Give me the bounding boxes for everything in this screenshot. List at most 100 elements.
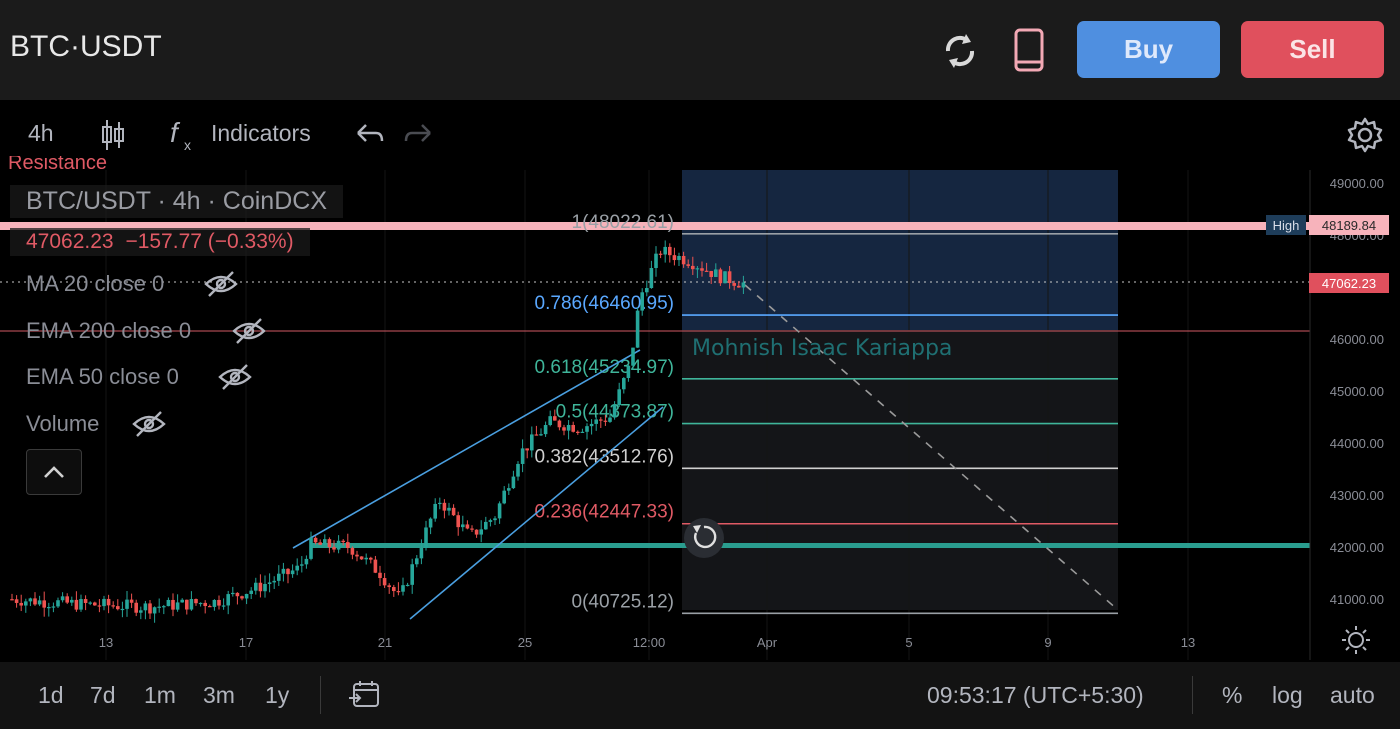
candle-body bbox=[129, 599, 134, 603]
fib-level-label: 0.618(45234.97) bbox=[535, 357, 674, 378]
undo-icon[interactable] bbox=[354, 121, 384, 155]
candle-body bbox=[143, 603, 148, 611]
candle-body bbox=[714, 269, 718, 277]
fx-icon[interactable]: f x bbox=[168, 116, 200, 160]
candle-body bbox=[608, 417, 612, 422]
candle-body bbox=[695, 268, 700, 270]
candle-body bbox=[456, 515, 460, 528]
channel-lower-line bbox=[409, 406, 664, 620]
candle-body bbox=[166, 599, 171, 607]
fib-zone-upper bbox=[682, 170, 1118, 330]
candle-body bbox=[649, 268, 654, 289]
candle-body bbox=[617, 389, 621, 406]
time-axis-label: 9 bbox=[1044, 635, 1051, 650]
candle-body bbox=[585, 426, 589, 432]
candle-body bbox=[364, 557, 368, 560]
candle-body bbox=[594, 419, 598, 424]
indicator-ema200[interactable]: EMA 200 close 0 bbox=[26, 318, 192, 343]
candle-body bbox=[65, 596, 69, 603]
reset-icon[interactable] bbox=[684, 518, 724, 558]
fib-level-label: 0.786(46460.95) bbox=[535, 293, 674, 314]
candle-body bbox=[548, 416, 552, 426]
price-axis-label: 42000.00 bbox=[1330, 540, 1384, 555]
high-tag-value: 48189.84 bbox=[1322, 218, 1376, 233]
indicator-ma20[interactable]: MA 20 close 0 bbox=[26, 271, 165, 296]
candle-body bbox=[125, 599, 129, 609]
candle-body bbox=[465, 524, 470, 529]
candle-body bbox=[111, 605, 115, 607]
candle-body bbox=[631, 347, 635, 366]
candles-icon[interactable] bbox=[100, 118, 126, 158]
range-1d[interactable]: 1d bbox=[38, 682, 64, 708]
refresh-icon[interactable] bbox=[940, 29, 980, 78]
candle-body bbox=[382, 578, 387, 586]
candle-body bbox=[139, 610, 143, 613]
candle-body bbox=[272, 580, 276, 583]
indicators-button[interactable]: Indicators bbox=[211, 120, 311, 146]
redo-icon[interactable] bbox=[404, 121, 434, 155]
eye-off-icon[interactable] bbox=[204, 269, 238, 304]
candle-body bbox=[194, 599, 198, 604]
candle-body bbox=[74, 599, 79, 610]
auto-toggle[interactable]: auto bbox=[1330, 682, 1375, 708]
candle-body bbox=[686, 264, 690, 266]
candle-body bbox=[175, 602, 180, 610]
range-7d[interactable]: 7d bbox=[90, 682, 116, 708]
range-1y[interactable]: 1y bbox=[265, 682, 290, 708]
candle-body bbox=[576, 431, 580, 433]
price-chart[interactable]: 1(48022.61) 0.786(46460.95) 0.618(45234.97… bbox=[0, 155, 1400, 665]
candle-body bbox=[189, 599, 194, 610]
sun-icon[interactable] bbox=[1341, 625, 1371, 660]
sell-button[interactable]: Sell bbox=[1241, 21, 1384, 78]
time-axis-label: 13 bbox=[99, 635, 113, 650]
candle-body bbox=[304, 558, 309, 565]
candle-body bbox=[28, 598, 33, 602]
range-1m[interactable]: 1m bbox=[144, 682, 176, 708]
candle-body bbox=[70, 599, 74, 603]
candle-body bbox=[281, 568, 286, 574]
candle-body bbox=[263, 583, 267, 592]
high-tag-bg bbox=[1266, 215, 1306, 235]
clock: 09:53:17 (UTC+5:30) bbox=[927, 682, 1144, 708]
range-3m[interactable]: 3m bbox=[203, 682, 235, 708]
candle-body bbox=[217, 599, 221, 606]
candle-body bbox=[461, 524, 465, 528]
fib-level-label: 0(40725.12) bbox=[572, 591, 674, 612]
collapse-legend-button[interactable] bbox=[26, 449, 82, 495]
candle-body bbox=[658, 253, 663, 255]
candle-body bbox=[212, 599, 217, 607]
candle-body bbox=[419, 547, 424, 559]
buy-button[interactable]: Buy bbox=[1077, 21, 1220, 78]
eye-off-icon[interactable] bbox=[218, 362, 252, 397]
candle-body bbox=[727, 271, 732, 284]
time-axis-label: Apr bbox=[757, 635, 778, 650]
candle-body bbox=[244, 593, 249, 599]
candle-body bbox=[603, 420, 608, 422]
candle-body bbox=[355, 554, 359, 557]
candle-body bbox=[691, 265, 695, 270]
mobile-icon[interactable] bbox=[1012, 27, 1046, 78]
candle-body bbox=[267, 582, 272, 584]
candle-body bbox=[24, 601, 28, 606]
candle-body bbox=[622, 378, 626, 390]
eye-off-icon[interactable] bbox=[232, 316, 266, 351]
interval-selector[interactable]: 4h bbox=[28, 120, 54, 146]
candle-body bbox=[93, 602, 97, 606]
candle-body bbox=[479, 529, 483, 535]
candle-body bbox=[313, 537, 318, 543]
candle-body bbox=[709, 271, 713, 277]
candle-body bbox=[162, 606, 166, 608]
candle-body bbox=[405, 584, 410, 587]
percent-toggle[interactable]: % bbox=[1222, 682, 1243, 708]
candle-body bbox=[635, 310, 640, 348]
candle-body bbox=[612, 405, 617, 418]
eye-off-icon[interactable] bbox=[132, 409, 166, 444]
log-toggle[interactable]: log bbox=[1272, 682, 1303, 708]
gear-icon[interactable] bbox=[1346, 116, 1384, 160]
indicator-ema50[interactable]: EMA 50 close 0 bbox=[26, 364, 179, 389]
indicator-volume[interactable]: Volume bbox=[26, 411, 100, 436]
candle-body bbox=[543, 425, 548, 435]
price-axis-label: 49000.00 bbox=[1330, 176, 1384, 191]
svg-text:f: f bbox=[170, 117, 181, 148]
calendar-icon[interactable] bbox=[348, 680, 382, 716]
